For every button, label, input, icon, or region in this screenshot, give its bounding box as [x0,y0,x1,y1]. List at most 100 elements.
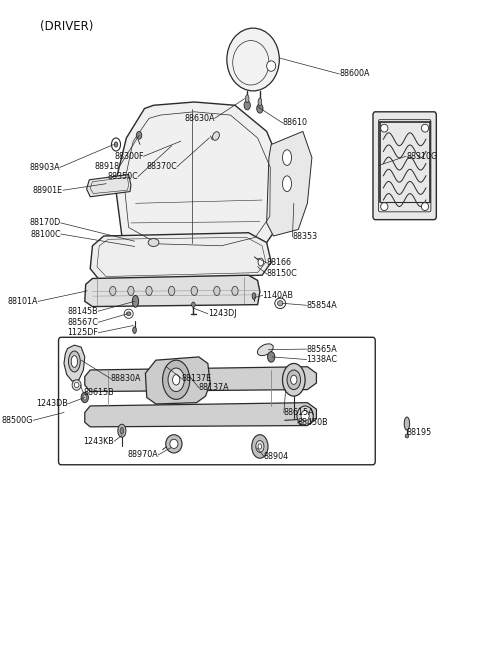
Ellipse shape [283,150,291,166]
Ellipse shape [421,124,429,132]
Ellipse shape [81,392,88,403]
Ellipse shape [172,375,180,385]
FancyBboxPatch shape [378,120,431,212]
Ellipse shape [72,380,81,390]
Text: 88610: 88610 [283,119,308,128]
Text: 88100C: 88100C [30,229,61,238]
Text: 88195: 88195 [407,428,432,437]
Ellipse shape [301,411,309,421]
Ellipse shape [163,360,190,400]
Ellipse shape [227,28,279,91]
Ellipse shape [283,176,291,191]
Polygon shape [267,132,312,236]
Ellipse shape [118,424,126,438]
Text: 88170D: 88170D [30,218,61,227]
Text: 88600A: 88600A [339,69,370,79]
Ellipse shape [297,406,313,426]
Ellipse shape [405,434,409,438]
Text: 88145B: 88145B [68,307,98,316]
Polygon shape [85,403,316,427]
Ellipse shape [213,132,219,140]
Text: 1140AB: 1140AB [263,291,294,300]
FancyBboxPatch shape [373,112,436,219]
Ellipse shape [283,364,305,396]
Ellipse shape [256,441,264,453]
Ellipse shape [71,356,78,367]
Ellipse shape [109,286,116,295]
Ellipse shape [258,258,264,266]
Text: 88904: 88904 [264,452,289,460]
Text: (DRIVER): (DRIVER) [40,20,94,33]
Ellipse shape [191,286,197,295]
Ellipse shape [287,370,300,390]
Ellipse shape [252,293,256,299]
Ellipse shape [83,395,86,400]
Text: 88970A: 88970A [127,451,158,459]
Ellipse shape [192,302,195,307]
Text: 88137A: 88137A [199,383,229,392]
Ellipse shape [381,202,388,210]
Ellipse shape [252,435,268,458]
Text: 1243KB: 1243KB [84,437,114,446]
Polygon shape [90,233,271,280]
Text: 88567C: 88567C [68,318,98,327]
Text: 88353: 88353 [292,232,318,241]
Polygon shape [85,367,316,392]
Text: 88370C: 88370C [146,162,177,171]
Ellipse shape [214,286,220,295]
Polygon shape [145,357,210,404]
Ellipse shape [233,41,269,85]
Polygon shape [86,174,131,196]
Ellipse shape [267,61,276,71]
Text: 1243DJ: 1243DJ [208,309,236,318]
Ellipse shape [267,352,275,362]
Text: 88918: 88918 [95,162,120,170]
Ellipse shape [168,368,184,392]
Polygon shape [85,275,260,307]
Text: 1243DB: 1243DB [36,400,68,409]
Ellipse shape [290,375,297,384]
Ellipse shape [148,238,159,246]
Ellipse shape [381,124,388,132]
Ellipse shape [111,138,120,151]
Polygon shape [115,102,280,259]
Text: 1338AC: 1338AC [306,355,337,364]
Ellipse shape [168,286,175,295]
Text: 88137E: 88137E [181,374,212,383]
Text: 85854A: 85854A [306,301,337,310]
Ellipse shape [74,383,79,388]
Text: 88630A: 88630A [184,114,215,123]
Ellipse shape [170,440,178,449]
Ellipse shape [146,286,152,295]
Ellipse shape [244,101,251,110]
Ellipse shape [114,142,118,147]
Text: 88350C: 88350C [108,172,138,181]
Text: 88310G: 88310G [406,152,437,160]
Text: 88903A: 88903A [29,163,60,172]
Text: 88450B: 88450B [298,419,328,428]
Ellipse shape [126,312,131,316]
Ellipse shape [275,298,286,309]
Text: 88565A: 88565A [306,345,337,354]
Text: 1125DF: 1125DF [68,328,98,337]
Ellipse shape [257,344,273,356]
Ellipse shape [245,95,249,103]
Ellipse shape [257,104,263,113]
Text: 88500G: 88500G [2,416,33,425]
Text: 88615B: 88615B [84,388,114,398]
FancyBboxPatch shape [59,337,375,465]
Ellipse shape [258,444,262,449]
Ellipse shape [421,202,429,210]
Ellipse shape [69,351,80,372]
Text: 88830A: 88830A [110,374,141,383]
Text: 88615A: 88615A [284,408,314,417]
Polygon shape [64,345,85,381]
Text: 88300F: 88300F [114,152,144,160]
Text: 88166: 88166 [267,258,292,267]
Ellipse shape [136,132,142,140]
Ellipse shape [132,295,139,307]
Ellipse shape [277,301,283,306]
Ellipse shape [404,417,409,430]
Ellipse shape [128,286,134,295]
Ellipse shape [120,428,124,434]
